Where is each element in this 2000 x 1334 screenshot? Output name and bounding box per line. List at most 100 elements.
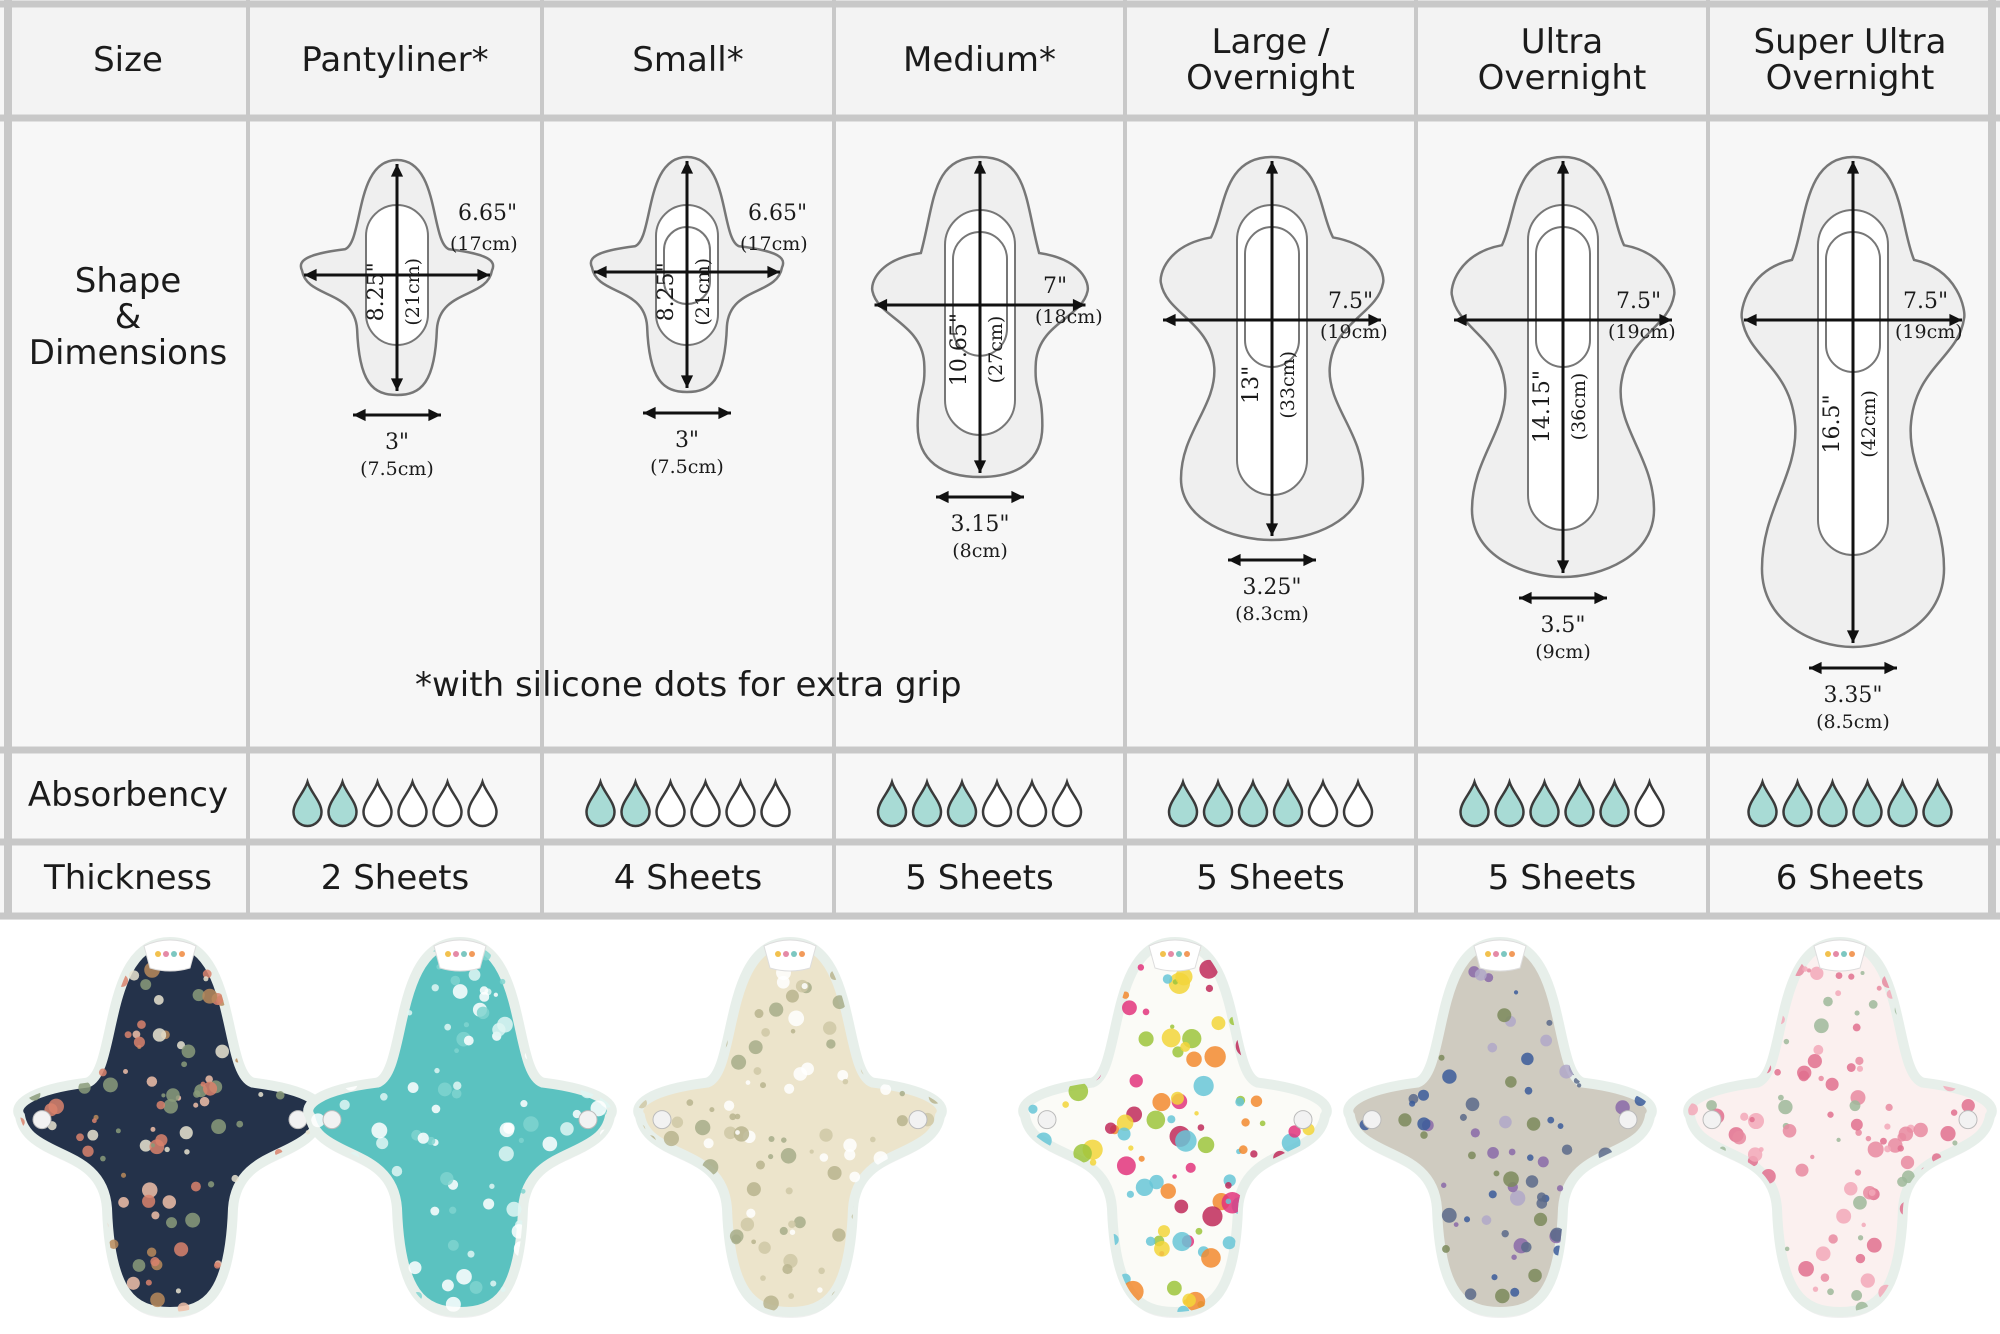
brand-tag-icon: [1148, 939, 1202, 972]
length-inches-5: 16.5": [1820, 394, 1845, 453]
drop-filled-icon: [1459, 777, 1490, 828]
dimension-arrowhead: [1556, 560, 1570, 573]
drop-empty-icon: [1016, 777, 1048, 828]
drop-filled-icon: [1564, 777, 1595, 828]
dimension-arrowhead: [1072, 298, 1086, 312]
header-line: Pantyliner*: [301, 40, 489, 81]
length-inches-1: 8.25": [654, 262, 679, 321]
base-cm-3: (8.3cm): [1235, 603, 1309, 625]
silicone-dots-note: *with silicone dots for extra grip: [415, 665, 962, 705]
pad-photo-3: [1018, 936, 1332, 1318]
snap-button-icon: [322, 1110, 342, 1130]
drop-filled-icon: [1852, 777, 1883, 828]
drop-filled-icon: [1887, 777, 1918, 828]
width-inches-3: 7.5": [1328, 289, 1373, 314]
width-cm-2: (18cm): [1035, 306, 1103, 328]
dimension-arrowhead: [1303, 553, 1316, 567]
snap-button-icon: [1702, 1110, 1722, 1130]
dimension-arrowhead: [936, 490, 949, 504]
drop-filled-icon: [911, 777, 943, 828]
pad-fabric: [1018, 936, 1332, 1318]
drop-filled-icon: [292, 777, 323, 828]
row-label-shape-line: Shape: [74, 261, 182, 302]
drop-filled-icon: [1272, 777, 1304, 828]
dimension-arrowhead: [390, 164, 404, 177]
dimension-arrowhead: [1809, 661, 1822, 675]
width-cm-5: (19cm): [1895, 321, 1963, 343]
drop-filled-icon: [1529, 777, 1560, 828]
header-line: Ultra: [1520, 22, 1604, 63]
drop-empty-icon: [467, 777, 498, 828]
row-label-thickness: Thickness: [43, 858, 213, 899]
pad-photo-0: [13, 936, 327, 1318]
header-line: Overnight: [1477, 58, 1647, 98]
drop-empty-icon: [362, 777, 393, 828]
base-cm-2: (8cm): [952, 540, 1008, 562]
dimension-arrowhead: [680, 375, 694, 388]
base-inches-4: 3.5": [1540, 613, 1585, 638]
base-inches-1: 3": [675, 428, 699, 453]
drop-empty-icon: [690, 777, 721, 828]
dimension-arrowhead: [973, 161, 987, 174]
base-inches-5: 3.35": [1823, 683, 1882, 708]
length-inches-4: 14.15": [1530, 370, 1555, 443]
drop-filled-icon: [1202, 777, 1234, 828]
absorbency-drops-2: [876, 777, 1083, 828]
product-photo-strip: [13, 936, 1997, 1318]
dimension-arrowhead: [1265, 161, 1279, 174]
thickness-3: 5 Sheets: [1196, 858, 1345, 899]
pad-diagram-1: 8.25" (21cm) 6.65" (17cm) 3" (7.5cm): [589, 155, 808, 478]
product-photos: [0, 920, 2000, 1330]
dimension-arrowhead: [428, 408, 441, 422]
snap-button-icon: [1618, 1110, 1638, 1130]
absorbency-drops-1: [585, 777, 791, 828]
brand-tag-icon: [143, 939, 197, 972]
header-line: Super Ultra: [1753, 22, 1947, 63]
pad-photo-1: [303, 936, 617, 1318]
dimension-arrowhead: [1949, 313, 1962, 327]
dimension-arrowhead: [477, 268, 490, 282]
row-label-shape-line: &: [114, 297, 142, 338]
dimension-arrowhead: [1846, 161, 1860, 174]
brand-tag-icon: [1473, 939, 1527, 972]
header-5: Super Ultra Overnight: [1708, 4, 1992, 118]
pad-photo-5: [1683, 936, 1997, 1318]
base-inches-3: 3.25": [1242, 575, 1301, 600]
base-inches-2: 3.15": [950, 512, 1009, 537]
dimension-arrowhead: [1846, 630, 1860, 643]
length-inches-2: 10.65": [947, 313, 972, 386]
drop-filled-icon: [327, 777, 358, 828]
base-cm-5: (8.5cm): [1816, 711, 1890, 733]
row-label-shape: Shape & Dimensions: [8, 118, 248, 518]
dimension-arrowhead: [594, 265, 607, 279]
drop-filled-icon: [1237, 777, 1269, 828]
brand-tag-icon: [433, 939, 487, 972]
brand-tag-icon: [763, 939, 817, 972]
snap-button-icon: [578, 1110, 598, 1130]
pad-diagram-2: 10.65" (27cm) 7" (18cm) 3.15" (8cm): [870, 155, 1103, 562]
width-cm-4: (19cm): [1608, 321, 1676, 343]
drop-empty-icon: [1051, 777, 1083, 828]
dimension-arrowhead: [680, 161, 694, 174]
header-0: Pantyliner*: [248, 4, 542, 118]
pad-diagram-5: 16.5" (42cm) 7.5" (19cm) 3.35" (8.5cm): [1740, 155, 1966, 733]
width-inches-2: 7": [1043, 274, 1067, 299]
dimension-arrowhead: [643, 406, 656, 420]
dimension-arrowhead: [1163, 313, 1176, 327]
snap-button-icon: [32, 1110, 52, 1130]
drop-empty-icon: [432, 777, 463, 828]
drop-empty-icon: [1634, 777, 1665, 828]
absorbency-drops-3: [1167, 777, 1374, 828]
dimension-arrowhead: [390, 378, 404, 391]
dimension-arrowhead: [1228, 553, 1241, 567]
snap-button-icon: [1958, 1110, 1978, 1130]
base-cm-4: (9cm): [1535, 641, 1591, 663]
dimension-arrowhead: [1594, 591, 1607, 605]
drop-filled-icon: [1747, 777, 1778, 828]
drop-empty-icon: [655, 777, 686, 828]
header-1: Small*: [542, 4, 834, 118]
snap-button-icon: [908, 1110, 928, 1130]
header-line: Small*: [632, 40, 744, 81]
drop-empty-icon: [1342, 777, 1374, 828]
dimension-arrowhead: [1744, 313, 1757, 327]
